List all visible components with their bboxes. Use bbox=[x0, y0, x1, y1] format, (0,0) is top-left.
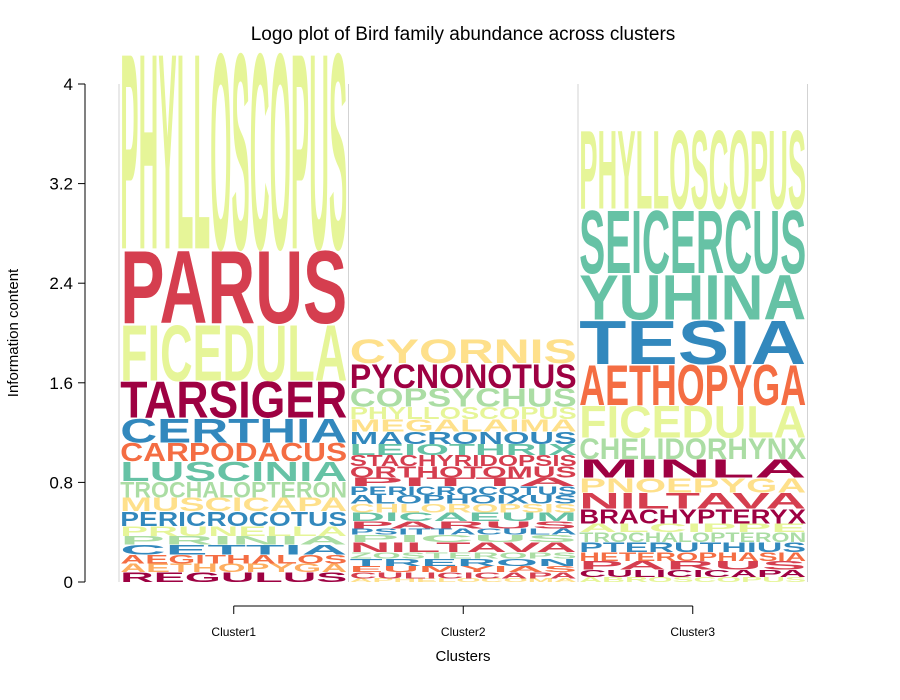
logo-label: AEGITHALOS bbox=[120, 553, 347, 566]
x-axis-label: Clusters bbox=[435, 648, 490, 665]
logo-label: TARSIGER bbox=[120, 372, 347, 430]
y-axis-label: Information content bbox=[5, 268, 22, 397]
logo-label: MUSCICAPA bbox=[120, 495, 347, 516]
logo-label: LUSCINIA bbox=[120, 457, 347, 487]
logo-label: HETEROPHASIA bbox=[579, 550, 806, 564]
logo-label: PHYLLOSCOPUS bbox=[120, 0, 347, 309]
logo-label: APHELOCOMA bbox=[350, 577, 577, 583]
logo-label: YUHINA bbox=[579, 262, 806, 334]
logo-label: STACHYRIDOPSIS bbox=[350, 452, 577, 470]
logo-label: TRERON bbox=[350, 557, 577, 569]
logo-label: ORTHOTOMUS bbox=[350, 464, 577, 481]
logo-label: AETHOPYGA bbox=[120, 561, 347, 575]
logo-label: CHELIDORHYNX bbox=[579, 433, 806, 466]
logo-label: ZOSTEROPS bbox=[350, 551, 577, 561]
logo-label: CERTHIA bbox=[120, 412, 347, 450]
logo-label: NILTAVA bbox=[350, 540, 577, 556]
logo-label: ALOPHOIXUS bbox=[350, 493, 577, 506]
logo-label: PERICROCOTUS bbox=[350, 484, 577, 498]
logo-label: PSITTACULA bbox=[350, 527, 577, 537]
logo-label: CULICICAPA bbox=[350, 571, 577, 581]
logo-label: TROCHALOPTERON bbox=[579, 531, 806, 546]
logo-label: COPSYCHUS bbox=[350, 383, 577, 412]
logo-label: CETTIA bbox=[120, 542, 347, 557]
logo-label: PHYLLOSCOPUS bbox=[350, 403, 577, 423]
logo-label: PARUS bbox=[120, 230, 347, 346]
logo-label: PARUS bbox=[350, 519, 577, 531]
logo-label: PICUS bbox=[350, 533, 577, 545]
logo-label: PRUNELLA bbox=[120, 523, 347, 539]
logo-label: PHYLLOSCOPUS bbox=[579, 108, 806, 233]
logo-label: TROCHALOPTERON bbox=[120, 477, 347, 503]
logo-label: FICEDULA bbox=[579, 397, 806, 448]
logo-label: CYORNIS bbox=[350, 332, 577, 371]
logo-label: AETHOPYGA bbox=[579, 355, 806, 418]
logo-label: CHLOROPSIS bbox=[350, 502, 577, 515]
logo-label: ALCIPPE bbox=[579, 522, 806, 535]
chart-title: Logo plot of Bird family abundance acros… bbox=[251, 24, 676, 45]
logo-label: PNOEPYGA bbox=[579, 473, 806, 496]
y-tick-label: 4 bbox=[64, 75, 73, 94]
y-tick-label: 1.6 bbox=[49, 374, 73, 393]
y-tick-label: 0.8 bbox=[49, 473, 73, 492]
logo-label: EUMYIAS bbox=[350, 564, 577, 574]
logo-label: CULICICAPA bbox=[579, 568, 806, 580]
y-tick-label: 3.2 bbox=[49, 175, 73, 194]
logo-label: REGULUS bbox=[120, 570, 347, 585]
logo-label: PERICROCOTUS bbox=[120, 508, 347, 531]
logo-label: NILTAVA bbox=[579, 489, 806, 514]
cluster-stack: APHELOCOMACULICICAPAEUMYIASTRERONZOSTERO… bbox=[350, 332, 578, 583]
y-axis: 0 0.8 1.6 2.4 3.2 4 bbox=[49, 75, 86, 592]
x-tick-label: Cluster1 bbox=[211, 625, 256, 639]
y-tick-label: 2.4 bbox=[49, 274, 73, 293]
logo-label: MACRONOUS bbox=[350, 428, 577, 447]
logo-label: BRACHYPTERYX bbox=[579, 506, 807, 529]
logo-label: TESIA bbox=[579, 308, 806, 377]
logo-label: SEICERCUS bbox=[579, 191, 806, 292]
logo-label: DICAEUM bbox=[350, 510, 577, 524]
logo-label: ABROSCOPUS bbox=[579, 576, 806, 584]
x-tick-label: Cluster2 bbox=[441, 625, 486, 639]
logo-stacks: REGULUSAETHOPYGAAEGITHALOSCETTIAPRINIAPR… bbox=[120, 0, 807, 585]
cluster-stack: REGULUSAETHOPYGAAEGITHALOSCETTIAPRINIAPR… bbox=[120, 0, 347, 585]
logo-label: MEGALAIMA bbox=[350, 416, 577, 435]
logo-label: LEIOTHRIX bbox=[350, 441, 578, 458]
logo-label: FICEDULA bbox=[120, 309, 347, 398]
cluster-dividers bbox=[118, 84, 808, 582]
logo-label: MINLA bbox=[579, 454, 806, 483]
logo-label: PRINIA bbox=[120, 534, 347, 548]
logo-label: CARPODACUS bbox=[120, 439, 347, 468]
x-tick-label: Cluster3 bbox=[670, 625, 715, 639]
logo-label: PTERUTHIUS bbox=[579, 540, 806, 555]
logo-label: PITTA bbox=[350, 475, 577, 488]
logo-label: PYCNONOTUS bbox=[350, 358, 577, 396]
cluster-stack: ABROSCOPUSCULICICAPAPARUSHETEROPHASIAPTE… bbox=[579, 108, 807, 583]
x-axis: Cluster1 Cluster2 Cluster3 bbox=[211, 605, 715, 639]
logo-label: PARUS bbox=[579, 559, 806, 572]
y-tick-label: 0 bbox=[64, 573, 73, 592]
